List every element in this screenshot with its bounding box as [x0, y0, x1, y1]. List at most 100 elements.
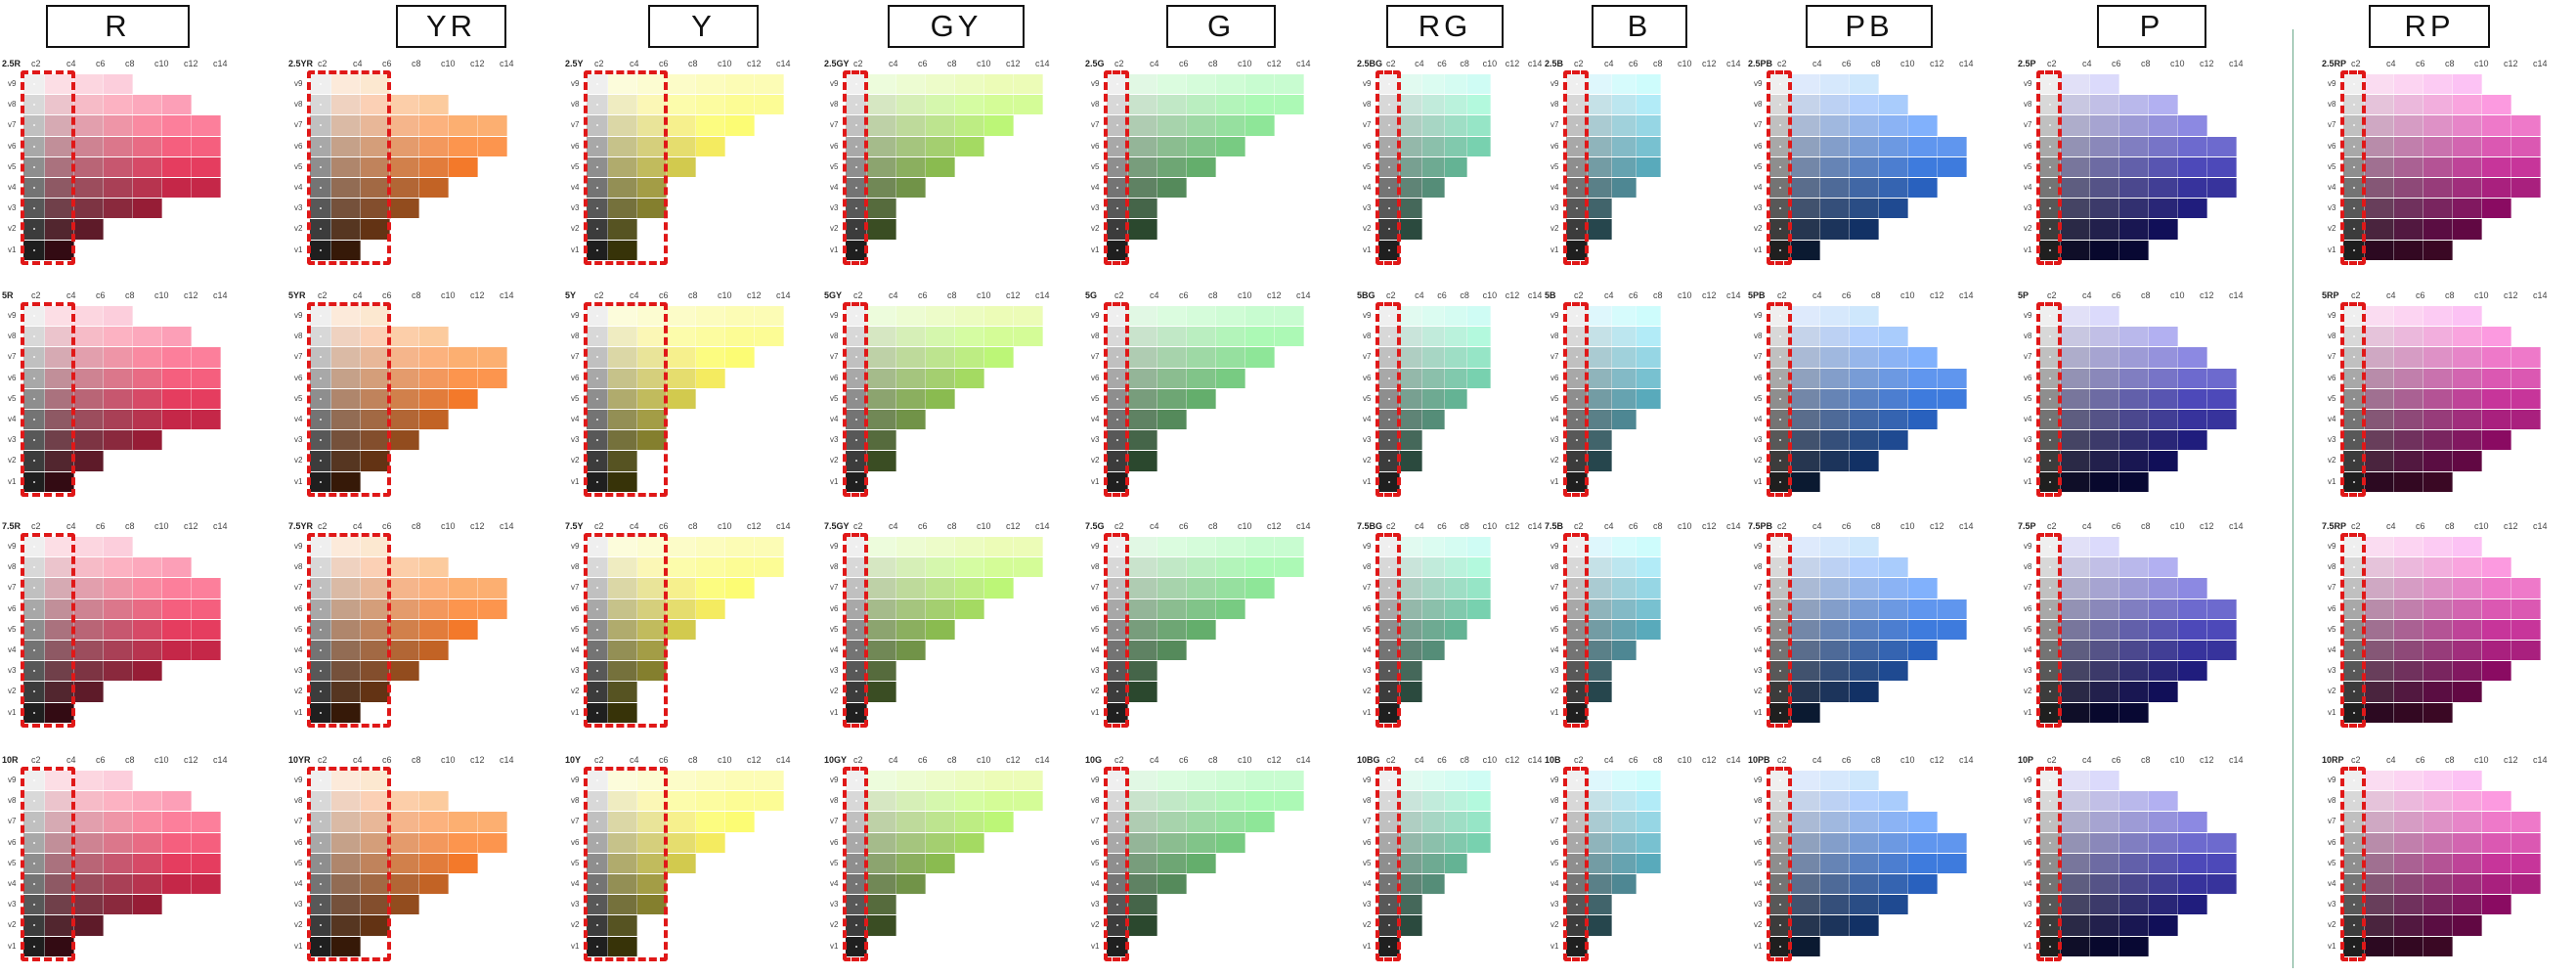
color-chip: [846, 895, 867, 915]
color-chip: [587, 641, 608, 661]
value-label-v8: v8: [571, 796, 580, 806]
color-chip: [1769, 599, 1791, 619]
color-chip: [2482, 641, 2511, 661]
value-row-v9: [1378, 537, 1491, 557]
color-chip: [192, 410, 221, 430]
value-row-v8: [310, 791, 449, 812]
chip-marker-dot: [1387, 649, 1390, 652]
color-chip: [331, 661, 361, 682]
color-chip: [608, 471, 637, 492]
color-chip: [1637, 832, 1661, 853]
value-row-v7: [23, 578, 221, 599]
value-label-v1: v1: [1550, 244, 1559, 254]
color-chip: [1566, 915, 1588, 936]
color-chip: [1107, 936, 1128, 956]
color-chip: [867, 347, 896, 368]
value-row-v8: [2039, 557, 2178, 578]
color-chip: [1566, 471, 1588, 492]
color-chip: [104, 537, 133, 557]
value-label-v6: v6: [294, 603, 303, 613]
color-chip: [162, 368, 192, 388]
page-hue-label: 7.5PB: [1748, 521, 1773, 531]
chroma-label-c8: c8: [1653, 755, 1663, 765]
value-row-v7: [1566, 578, 1661, 599]
color-chip: [2039, 115, 2061, 136]
value-label-v7: v7: [2024, 120, 2032, 130]
chroma-label-c6: c6: [1842, 290, 1852, 300]
color-chip: [2423, 702, 2453, 723]
value-row-v3: [310, 661, 419, 682]
color-chip: [1769, 199, 1791, 219]
color-chip: [1275, 791, 1304, 812]
color-chip: [2343, 240, 2365, 260]
color-chip: [2207, 368, 2237, 388]
chroma-label-c8: c8: [2445, 59, 2455, 68]
page-hue-label: 2.5B: [1545, 59, 1564, 68]
chip-marker-dot: [595, 607, 598, 610]
color-chip: [2061, 199, 2090, 219]
color-chip: [2423, 327, 2453, 347]
chip-marker-dot: [1115, 104, 1118, 107]
chip-marker-dot: [2352, 419, 2355, 421]
value-row-v6: [1378, 136, 1491, 156]
color-chip: [104, 771, 133, 791]
chroma-label-c12: c12: [1702, 59, 1717, 68]
chip-marker-dot: [1387, 165, 1390, 168]
color-chip: [1187, 578, 1216, 599]
color-chip: [2394, 915, 2423, 936]
chip-marker-dot: [1115, 248, 1118, 251]
value-label-v6: v6: [8, 603, 17, 613]
value-label-v2: v2: [2024, 224, 2032, 234]
value-label-v1: v1: [571, 476, 580, 486]
value-label-v4: v4: [2024, 879, 2032, 888]
chip-marker-dot: [1575, 145, 1578, 148]
page-hue-label: 5BG: [1357, 290, 1375, 300]
color-chip: [361, 641, 390, 661]
value-row-v8: [2343, 557, 2511, 578]
color-chip: [310, 557, 331, 578]
color-chip: [1107, 115, 1128, 136]
value-row-v5: [1107, 156, 1216, 177]
color-chip: [310, 410, 331, 430]
value-label-v8: v8: [1363, 100, 1372, 110]
chip-marker-dot: [595, 566, 598, 569]
color-chip: [23, 895, 45, 915]
color-chip: [587, 347, 608, 368]
color-chip: [1769, 537, 1791, 557]
color-chip: [45, 347, 74, 368]
color-chip: [1850, 199, 1879, 219]
chip-marker-dot: [319, 228, 322, 231]
chroma-label-c8: c8: [688, 521, 698, 531]
color-chip: [449, 388, 478, 409]
color-chip: [2511, 136, 2541, 156]
color-chip: [1566, 832, 1588, 853]
value-label-v4: v4: [294, 879, 303, 888]
chip-marker-dot: [2352, 165, 2355, 168]
color-chip: [2482, 368, 2511, 388]
color-chip: [2039, 771, 2061, 791]
color-chip: [1107, 74, 1128, 95]
color-chip: [2090, 347, 2119, 368]
value-label-v2: v2: [1363, 456, 1372, 466]
color-chip: [2061, 219, 2090, 240]
color-chip: [310, 874, 331, 895]
chroma-label-c8: c8: [1653, 59, 1663, 68]
color-chip: [2061, 832, 2090, 853]
color-chip: [2423, 578, 2453, 599]
color-chip: [867, 599, 896, 619]
color-chip: [1275, 74, 1304, 95]
value-row-v9: [310, 306, 390, 327]
color-chip: [1637, 791, 1661, 812]
color-chip: [1566, 936, 1588, 956]
color-chip: [1769, 178, 1791, 199]
color-chip: [2453, 874, 2482, 895]
color-chip: [1245, 74, 1275, 95]
page-hue-label: 5RP: [2322, 290, 2339, 300]
chroma-label-c4: c4: [2386, 59, 2396, 68]
color-chip: [2343, 115, 2365, 136]
value-label-v1: v1: [1363, 244, 1372, 254]
color-chip: [2090, 874, 2119, 895]
color-chip: [1157, 557, 1187, 578]
color-chip: [1378, 327, 1400, 347]
value-row-v2: [23, 451, 104, 471]
